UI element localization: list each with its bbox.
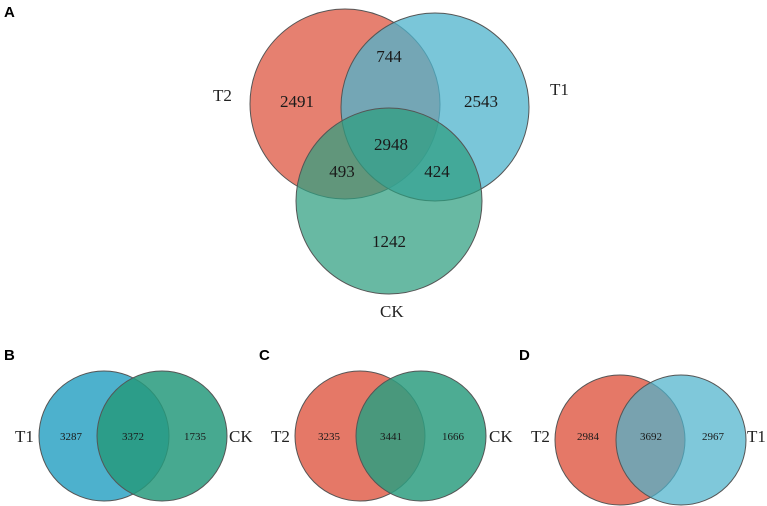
venn-d-label-right: T1 [747, 427, 766, 446]
venn-a-label-t2: T2 [213, 86, 232, 105]
panel-a-label: A [4, 4, 15, 21]
venn-b-circle-right [96, 370, 228, 502]
venn-c-count-right: 1666 [442, 431, 465, 443]
venn-d-circle-right [615, 374, 747, 506]
venn-a-label-t1: T1 [550, 80, 569, 99]
venn-a-count-ck-only: 1242 [372, 232, 406, 251]
venn-d-count-left: 2984 [577, 431, 600, 443]
venn-b-count-right: 1735 [184, 431, 207, 443]
panel-a: A T2 T1 CK 2491 2543 1242 744 493 424 29… [4, 4, 569, 321]
panel-b-label: B [4, 347, 15, 364]
venn-c-count-left: 3235 [318, 431, 341, 443]
venn-b-label-right: CK [229, 427, 253, 446]
panel-c-label: C [259, 347, 270, 364]
venn-b-count-left: 3287 [60, 431, 83, 443]
panel-d: D T2 T1 2984 3692 2967 [519, 347, 766, 506]
panel-b: B T1 CK 3287 3372 1735 [4, 347, 253, 502]
venn-c-circle-right [355, 370, 487, 502]
venn-a-count-t2-ck: 493 [329, 162, 355, 181]
venn-b-count-shared: 3372 [122, 431, 144, 443]
venn-c-label-left: T2 [271, 427, 290, 446]
venn-a-count-t1-only: 2543 [464, 92, 498, 111]
venn-a-count-t2-only: 2491 [280, 92, 314, 111]
venn-c-count-shared: 3441 [380, 431, 402, 443]
venn-d-count-shared: 3692 [640, 431, 662, 443]
venn-b-label-left: T1 [15, 427, 34, 446]
venn-d-count-right: 2967 [702, 431, 725, 443]
venn-a-count-t2-t1: 744 [376, 47, 402, 66]
venn-a-count-t1-ck: 424 [424, 162, 450, 181]
panel-c: C T2 CK 3235 3441 1666 [259, 347, 513, 502]
venn-a-label-ck: CK [380, 302, 404, 321]
venn-c-label-right: CK [489, 427, 513, 446]
venn-a-circle-ck [295, 107, 483, 295]
panel-d-label: D [519, 347, 530, 364]
venn-d-label-left: T2 [531, 427, 550, 446]
venn-a-count-all: 2948 [374, 135, 408, 154]
